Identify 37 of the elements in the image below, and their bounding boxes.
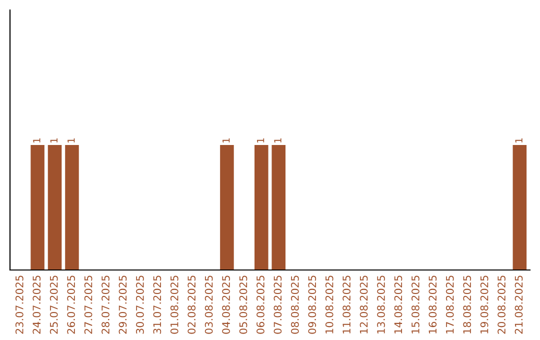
x-tick-label: 21.08.2025 <box>514 276 523 334</box>
x-tick-label: 09.08.2025 <box>308 276 316 334</box>
x-tick-label: 23.07.2025 <box>15 276 24 334</box>
x-tick-label: 13.08.2025 <box>377 276 385 334</box>
data-label: 1 <box>515 138 522 143</box>
x-tick-label: 08.08.2025 <box>290 276 299 334</box>
x-tick-label: 07.08.2025 <box>274 276 282 334</box>
x-tick-label: 26.07.2025 <box>67 276 76 334</box>
x-tick-label: 06.08.2025 <box>256 276 264 334</box>
x-tick-label: 16.08.2025 <box>428 276 437 334</box>
data-label: 1 <box>33 138 40 143</box>
x-tick-label: 10.08.2025 <box>325 276 334 334</box>
x-tick-label: 02.08.2025 <box>188 276 196 334</box>
data-label: 1 <box>222 138 230 143</box>
x-tick-label: 18.08.2025 <box>463 276 472 334</box>
x-tick-label: 11.08.2025 <box>342 276 351 334</box>
data-label: 1 <box>256 138 264 143</box>
x-tick-label: 19.08.2025 <box>480 276 488 334</box>
x-tick-label: 03.08.2025 <box>204 276 213 334</box>
x-tick-label: 14.08.2025 <box>394 276 402 334</box>
x-tick-label: 12.08.2025 <box>360 276 368 334</box>
x-tick-label: 04.08.2025 <box>222 276 230 334</box>
x-tick-label: 17.08.2025 <box>446 276 454 334</box>
x-tick-label: 24.07.2025 <box>32 276 41 334</box>
x-tick-label: 29.07.2025 <box>118 276 127 334</box>
data-label: 1 <box>50 138 58 143</box>
x-tick-label: 30.07.2025 <box>136 276 144 334</box>
x-tick-label: 28.07.2025 <box>102 276 110 334</box>
data-label: 1 <box>274 138 282 143</box>
data-label: 1 <box>68 138 75 143</box>
x-tick-label: 05.08.2025 <box>239 276 248 334</box>
x-tick-label: 20.08.2025 <box>498 276 506 334</box>
x-tick-label: 01.08.2025 <box>170 276 178 334</box>
x-tick-label: 31.07.2025 <box>153 276 162 334</box>
x-tick-label: 27.07.2025 <box>84 276 92 334</box>
x-tick-label: 25.07.2025 <box>50 276 58 334</box>
x-tick-label: 15.08.2025 <box>412 276 420 334</box>
